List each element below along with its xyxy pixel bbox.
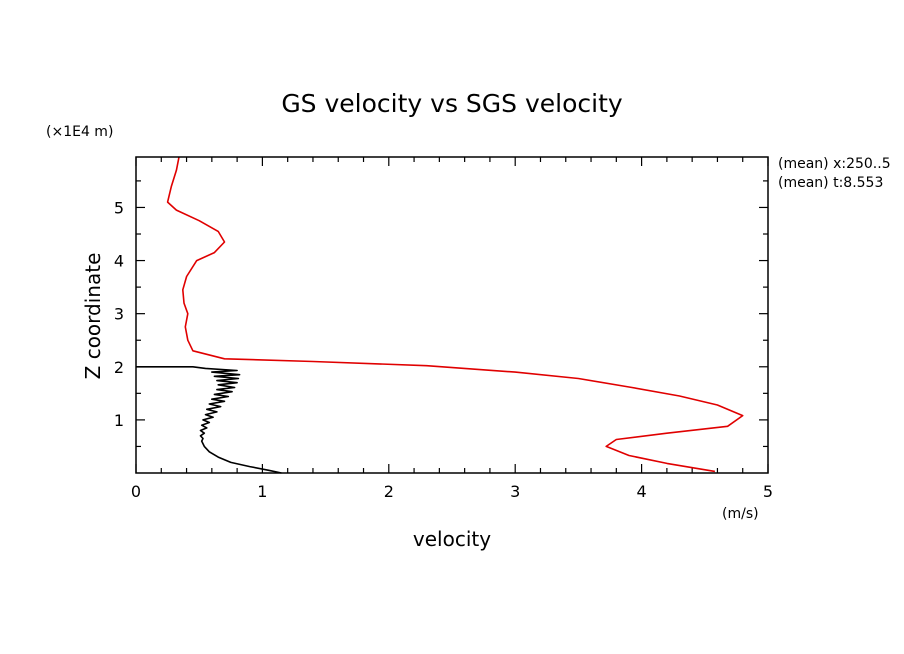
annotation-mean-x: (mean) x:250..5 [778,156,891,172]
x-unit-label: (m/s) [722,506,759,522]
y-axis-label: Z coordinate [81,253,105,380]
chart-title: GS velocity vs SGS velocity [281,89,623,118]
y-tick-label: 2 [114,358,124,377]
y-unit-label: (×1E4 m) [46,124,113,140]
series-line-1 [136,365,282,474]
series-group [136,156,744,474]
x-tick-label: 2 [384,482,394,501]
y-tick-label: 3 [114,305,124,324]
x-tick-label: 5 [763,482,773,501]
plot-frame [135,156,769,474]
annotation-mean-t: (mean) t:8.553 [778,175,883,191]
x-axis-label: velocity [413,527,491,551]
x-tick-label: 4 [637,482,647,501]
tick-labels: 0 1 2 3 4 5 1 2 3 4 5 [114,198,773,501]
x-tick-label: 0 [131,482,141,501]
series-line-0 [166,156,744,473]
x-tick-label: 3 [510,482,520,501]
axis-ticks [135,157,769,473]
x-tick-label: 1 [257,482,267,501]
y-tick-label: 1 [114,411,124,430]
y-tick-label: 5 [114,198,124,217]
y-tick-label: 4 [114,252,124,271]
